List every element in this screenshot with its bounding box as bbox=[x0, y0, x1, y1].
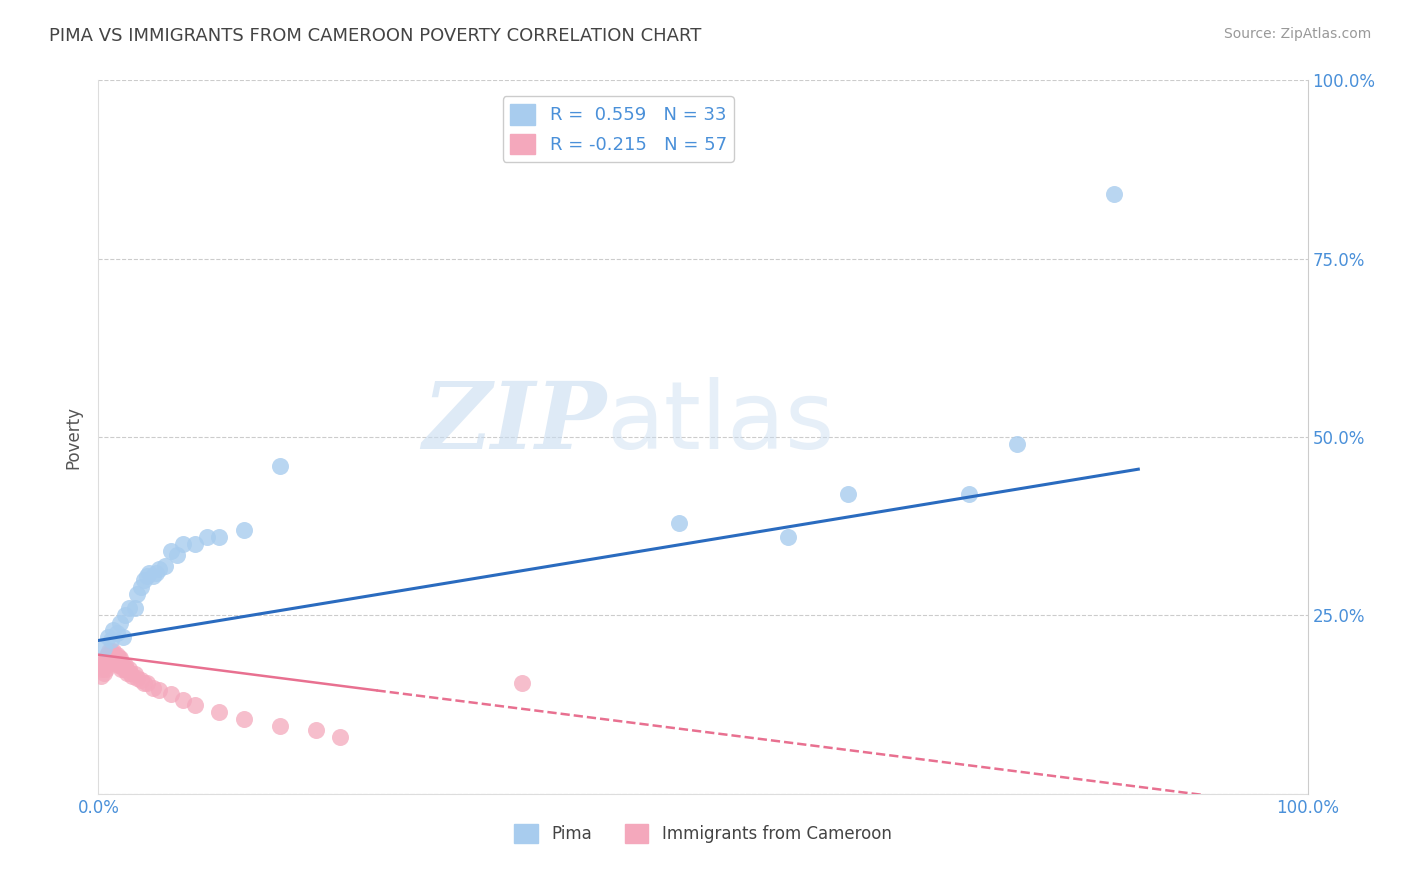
Point bbox=[184, 698, 207, 712]
Point bbox=[93, 665, 115, 680]
Point bbox=[129, 673, 152, 687]
Point bbox=[91, 658, 114, 673]
Point bbox=[110, 662, 132, 676]
Point bbox=[110, 658, 132, 673]
Point bbox=[172, 692, 194, 706]
Point bbox=[94, 651, 117, 665]
Y-axis label: Poverty: Poverty bbox=[65, 406, 83, 468]
Point bbox=[108, 655, 131, 669]
Point bbox=[232, 712, 254, 726]
Point bbox=[142, 569, 165, 583]
Point bbox=[145, 566, 167, 580]
Point bbox=[111, 630, 134, 644]
Point bbox=[96, 658, 118, 673]
Point bbox=[90, 669, 112, 683]
Point bbox=[107, 658, 129, 673]
Point bbox=[776, 530, 799, 544]
Point bbox=[134, 573, 156, 587]
Point bbox=[114, 658, 136, 673]
Point bbox=[232, 523, 254, 537]
Point bbox=[138, 566, 160, 580]
Point bbox=[118, 665, 141, 680]
Point bbox=[510, 676, 533, 690]
Point bbox=[135, 569, 157, 583]
Legend: Pima, Immigrants from Cameroon: Pima, Immigrants from Cameroon bbox=[508, 817, 898, 850]
Point bbox=[100, 648, 122, 662]
Point bbox=[1102, 187, 1125, 202]
Point bbox=[129, 580, 152, 594]
Point bbox=[112, 662, 135, 676]
Point bbox=[166, 548, 188, 562]
Point bbox=[668, 516, 690, 530]
Text: atlas: atlas bbox=[606, 376, 835, 469]
Point bbox=[101, 644, 124, 658]
Point bbox=[111, 658, 134, 673]
Point bbox=[108, 615, 131, 630]
Text: PIMA VS IMMIGRANTS FROM CAMEROON POVERTY CORRELATION CHART: PIMA VS IMMIGRANTS FROM CAMEROON POVERTY… bbox=[49, 27, 702, 45]
Point bbox=[98, 655, 121, 669]
Point bbox=[104, 651, 127, 665]
Point bbox=[100, 633, 122, 648]
Point bbox=[97, 630, 120, 644]
Point bbox=[108, 658, 131, 673]
Point bbox=[105, 626, 128, 640]
Point bbox=[97, 655, 120, 669]
Point bbox=[127, 587, 149, 601]
Point bbox=[94, 662, 117, 676]
Point bbox=[97, 651, 120, 665]
Point bbox=[127, 671, 149, 685]
Point bbox=[957, 487, 980, 501]
Point bbox=[100, 651, 122, 665]
Point bbox=[117, 665, 139, 680]
Point bbox=[115, 662, 138, 676]
Point bbox=[91, 662, 114, 676]
Point bbox=[269, 719, 291, 733]
Point bbox=[208, 705, 231, 719]
Point bbox=[118, 662, 141, 676]
Text: Source: ZipAtlas.com: Source: ZipAtlas.com bbox=[1223, 27, 1371, 41]
Point bbox=[103, 648, 125, 662]
Point bbox=[121, 669, 143, 683]
Point bbox=[208, 530, 231, 544]
Point bbox=[142, 681, 165, 696]
Point bbox=[269, 458, 291, 473]
Point bbox=[98, 644, 121, 658]
Point bbox=[135, 676, 157, 690]
Point bbox=[134, 676, 156, 690]
Point bbox=[100, 644, 122, 658]
Point bbox=[1007, 437, 1029, 451]
Point bbox=[124, 667, 146, 681]
Point bbox=[118, 601, 141, 615]
Point bbox=[124, 601, 146, 615]
Point bbox=[184, 537, 207, 551]
Point bbox=[107, 651, 129, 665]
Point bbox=[105, 655, 128, 669]
Point bbox=[148, 683, 170, 698]
Point bbox=[96, 648, 118, 662]
Point bbox=[103, 651, 125, 665]
Point bbox=[108, 651, 131, 665]
Point bbox=[93, 655, 115, 669]
Point bbox=[101, 623, 124, 637]
Point bbox=[105, 648, 128, 662]
Point bbox=[195, 530, 218, 544]
Point bbox=[160, 687, 183, 701]
Point bbox=[104, 655, 127, 669]
Point bbox=[305, 723, 328, 737]
Point bbox=[93, 640, 115, 655]
Point bbox=[148, 562, 170, 576]
Point bbox=[114, 608, 136, 623]
Point bbox=[837, 487, 859, 501]
Point bbox=[101, 655, 124, 669]
Point bbox=[100, 648, 122, 662]
Text: ZIP: ZIP bbox=[422, 378, 606, 467]
Point bbox=[108, 651, 131, 665]
Point bbox=[153, 558, 176, 573]
Point bbox=[160, 544, 183, 558]
Point bbox=[172, 537, 194, 551]
Point bbox=[329, 730, 352, 744]
